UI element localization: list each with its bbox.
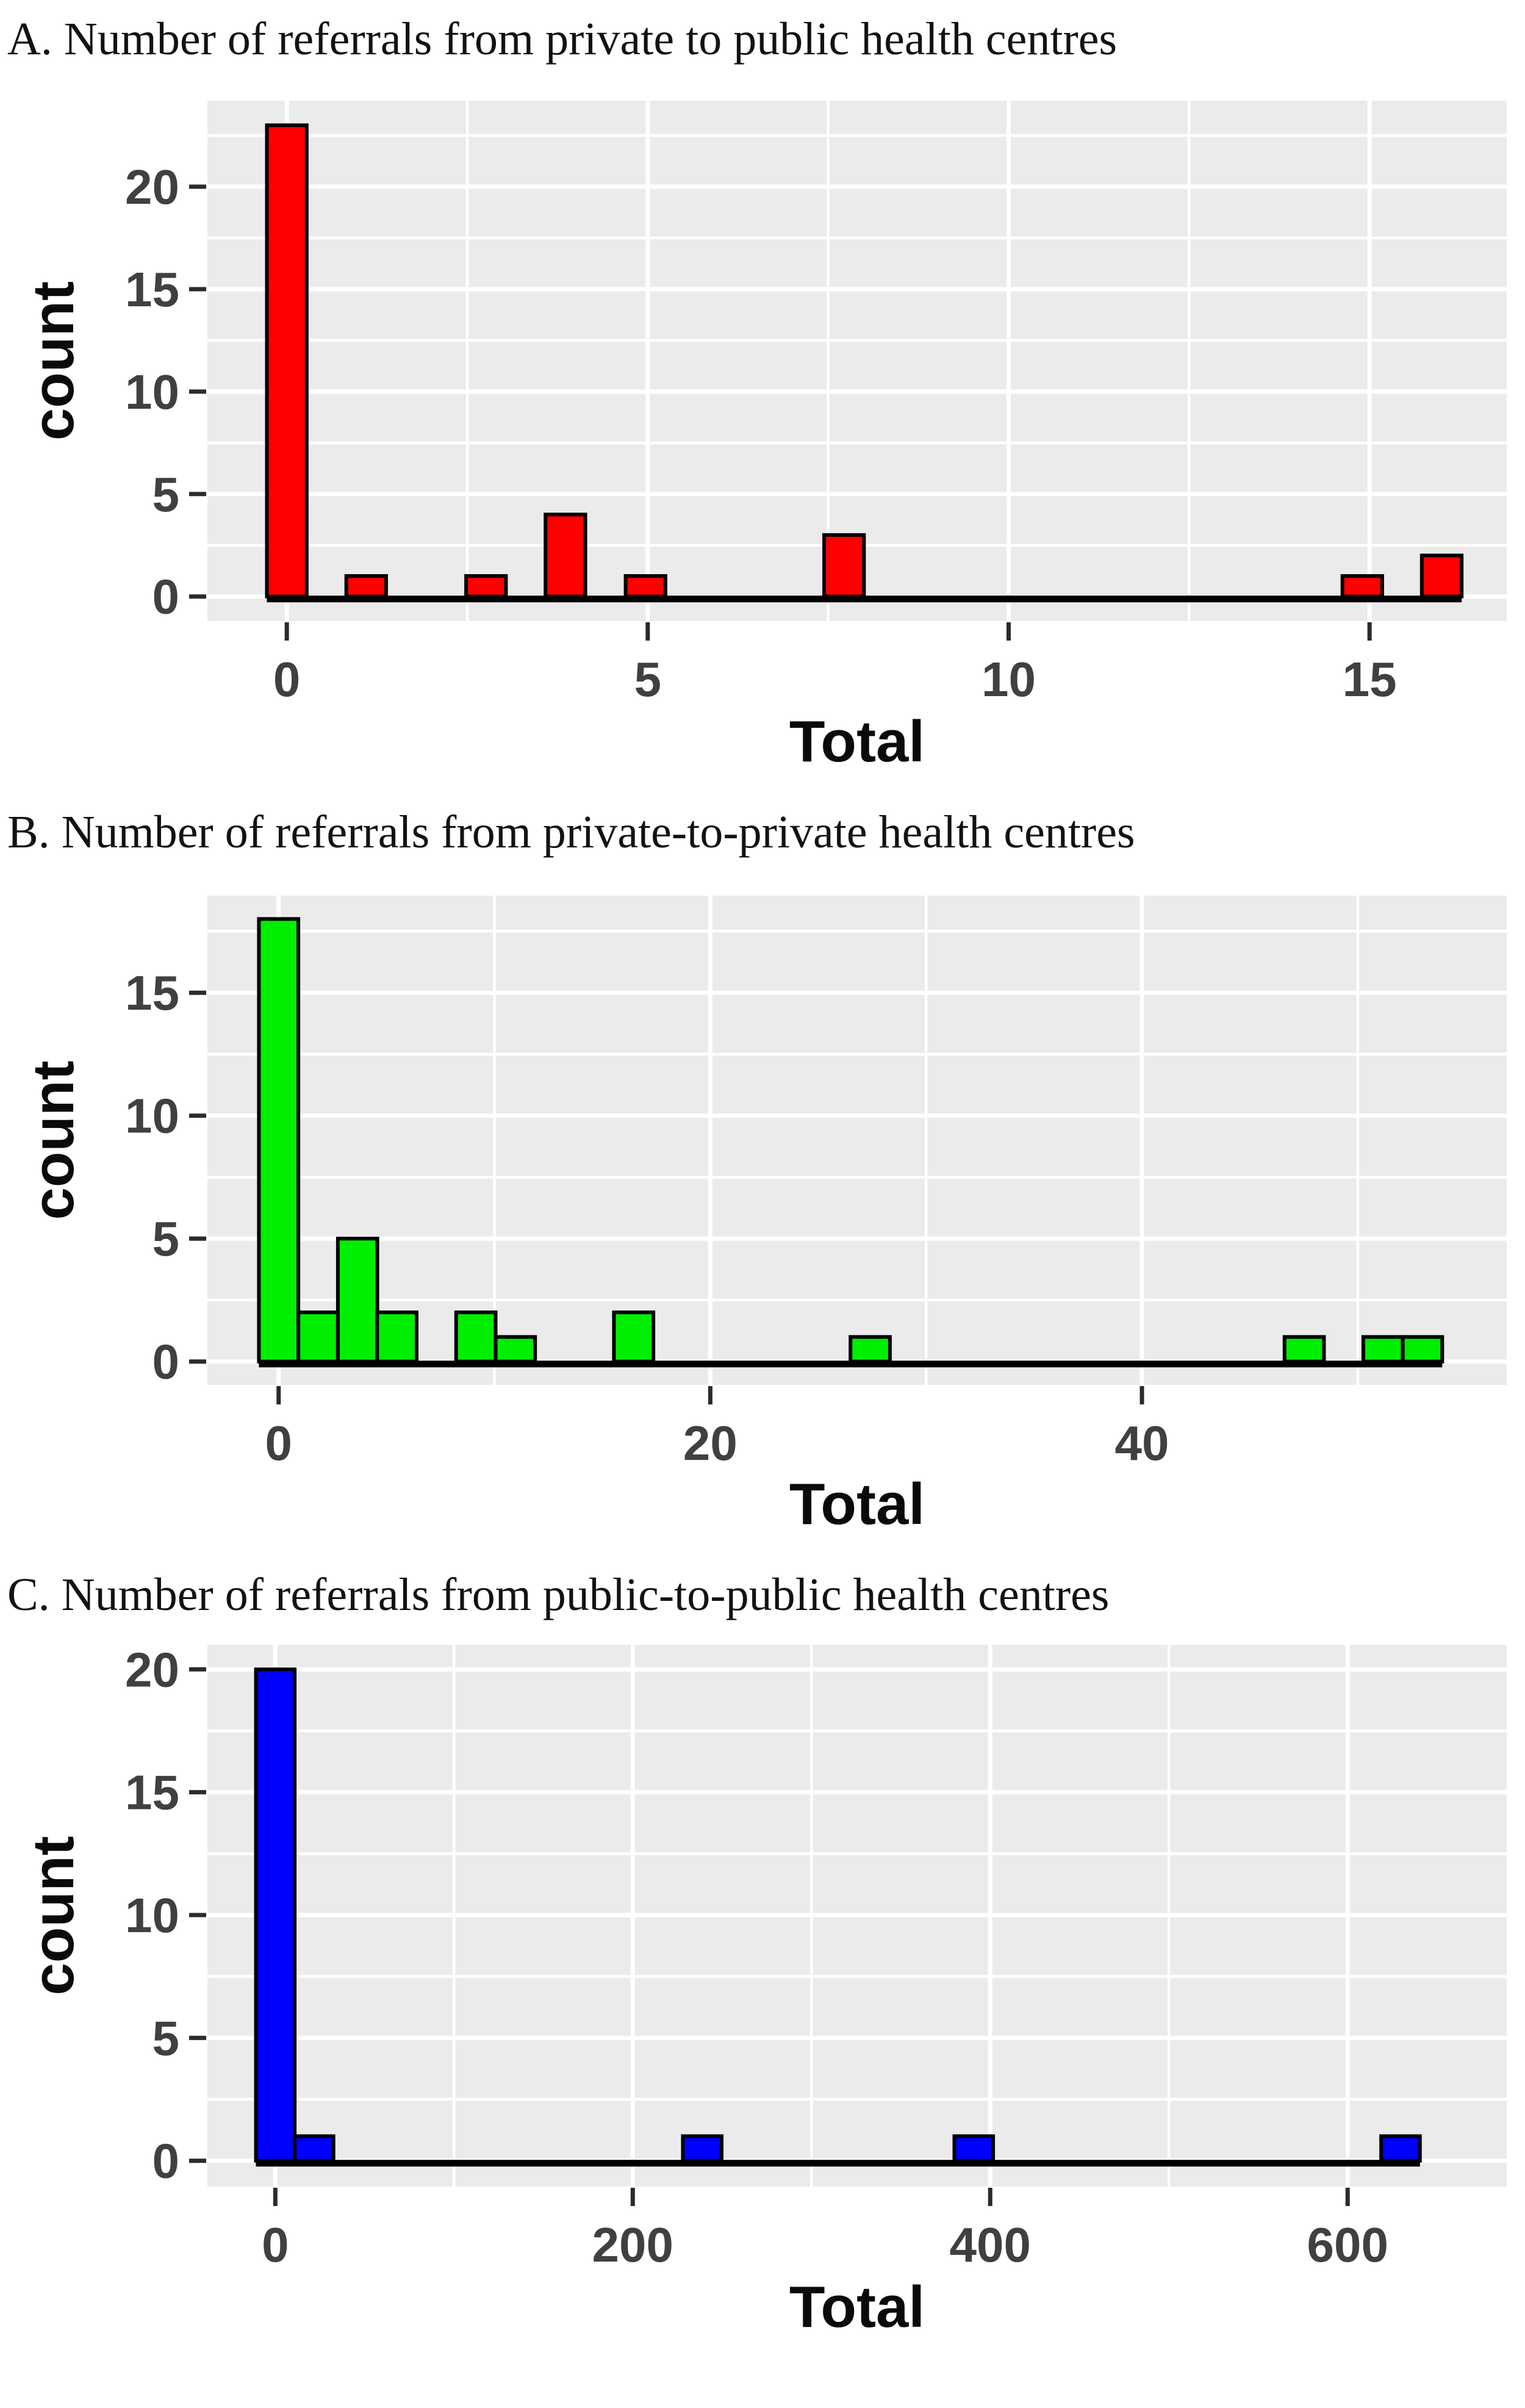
x-axis-title: Total xyxy=(789,1472,925,1537)
x-tick-label: 5 xyxy=(634,652,662,706)
panel-c-title: C. Number of referrals from public-to-pu… xyxy=(7,1569,1110,1620)
x-tick-label: 0 xyxy=(262,2218,289,2272)
histogram-bar xyxy=(952,2134,996,2163)
panel-c-histogram: 0 200 400 600 0 5 10 15 20 Total count xyxy=(21,1642,1507,2340)
x-tick-label: 10 xyxy=(981,652,1036,706)
histogram-bar xyxy=(822,533,866,598)
histogram-bar xyxy=(454,1310,498,1364)
panel-a-title: A. Number of referrals from private to p… xyxy=(7,13,1118,65)
histogram-bar xyxy=(681,2134,724,2163)
y-tick-label: 0 xyxy=(152,2134,180,2188)
x-tick-label: 200 xyxy=(592,2218,673,2272)
y-tick-label: 0 xyxy=(152,1335,180,1389)
plot-panel xyxy=(207,896,1507,1385)
histogram-bar xyxy=(265,123,309,598)
histogram-bar xyxy=(1419,553,1464,598)
histogram-bar xyxy=(1340,574,1384,598)
y-axis-title: count xyxy=(21,281,86,440)
y-tick-label: 10 xyxy=(125,1888,179,1943)
histogram-bar xyxy=(1379,2134,1422,2163)
panel-a-histogram: 0 5 10 15 0 5 10 15 20 Total count xyxy=(21,101,1507,774)
y-axis-title: count xyxy=(21,1836,86,1995)
histogram-bar xyxy=(293,2134,336,2163)
histogram-bar xyxy=(336,1237,379,1364)
y-tick-label: 0 xyxy=(152,570,180,624)
y-tick-label: 10 xyxy=(125,1089,179,1143)
histogram-bar xyxy=(612,1310,656,1364)
histogram-bar xyxy=(623,574,667,598)
panel-b-title: B. Number of referrals from private-to-p… xyxy=(7,807,1135,858)
histogram-bar xyxy=(464,574,508,598)
x-tick-label: 20 xyxy=(683,1416,737,1470)
histogram-bar xyxy=(296,1310,340,1364)
x-tick-label: 15 xyxy=(1343,652,1397,706)
x-tick-label: 0 xyxy=(273,652,301,706)
histogram-bar xyxy=(544,512,587,598)
y-tick-label: 20 xyxy=(125,1642,179,1697)
x-tick-label: 40 xyxy=(1115,1416,1169,1470)
x-tick-label: 600 xyxy=(1307,2218,1388,2272)
y-tick-label: 20 xyxy=(125,160,179,214)
histogram-bar xyxy=(254,1667,297,2163)
y-tick-label: 15 xyxy=(125,966,179,1020)
panel-b-histogram: 0 20 40 0 5 10 15 Total count xyxy=(21,896,1507,1537)
x-tick-label: 400 xyxy=(950,2218,1031,2272)
y-tick-label: 5 xyxy=(152,2011,180,2065)
histogram-bar xyxy=(1401,1335,1444,1364)
panel-c-section: C. Number of referrals from public-to-pu… xyxy=(0,1556,1525,2408)
panel-b-section: B. Number of referrals from private-to-p… xyxy=(0,793,1525,1556)
x-axis-title: Total xyxy=(789,709,925,774)
histogram-bar xyxy=(1361,1335,1405,1364)
y-axis-title: count xyxy=(21,1060,86,1220)
panel-a-section: A. Number of referrals from private to p… xyxy=(0,0,1525,793)
x-axis-title: Total xyxy=(789,2274,925,2340)
histogram-bar xyxy=(1282,1335,1326,1364)
y-tick-label: 15 xyxy=(125,262,179,317)
histogram-bar xyxy=(257,917,301,1364)
y-tick-label: 15 xyxy=(125,1766,179,1820)
histogram-bar xyxy=(344,574,388,598)
y-tick-label: 5 xyxy=(152,1212,180,1266)
y-tick-label: 5 xyxy=(152,467,180,522)
histogram-bar xyxy=(493,1335,537,1364)
histogram-bar xyxy=(849,1335,892,1364)
histogram-bar xyxy=(375,1310,418,1364)
y-tick-label: 10 xyxy=(125,365,179,419)
x-tick-label: 0 xyxy=(265,1416,293,1470)
